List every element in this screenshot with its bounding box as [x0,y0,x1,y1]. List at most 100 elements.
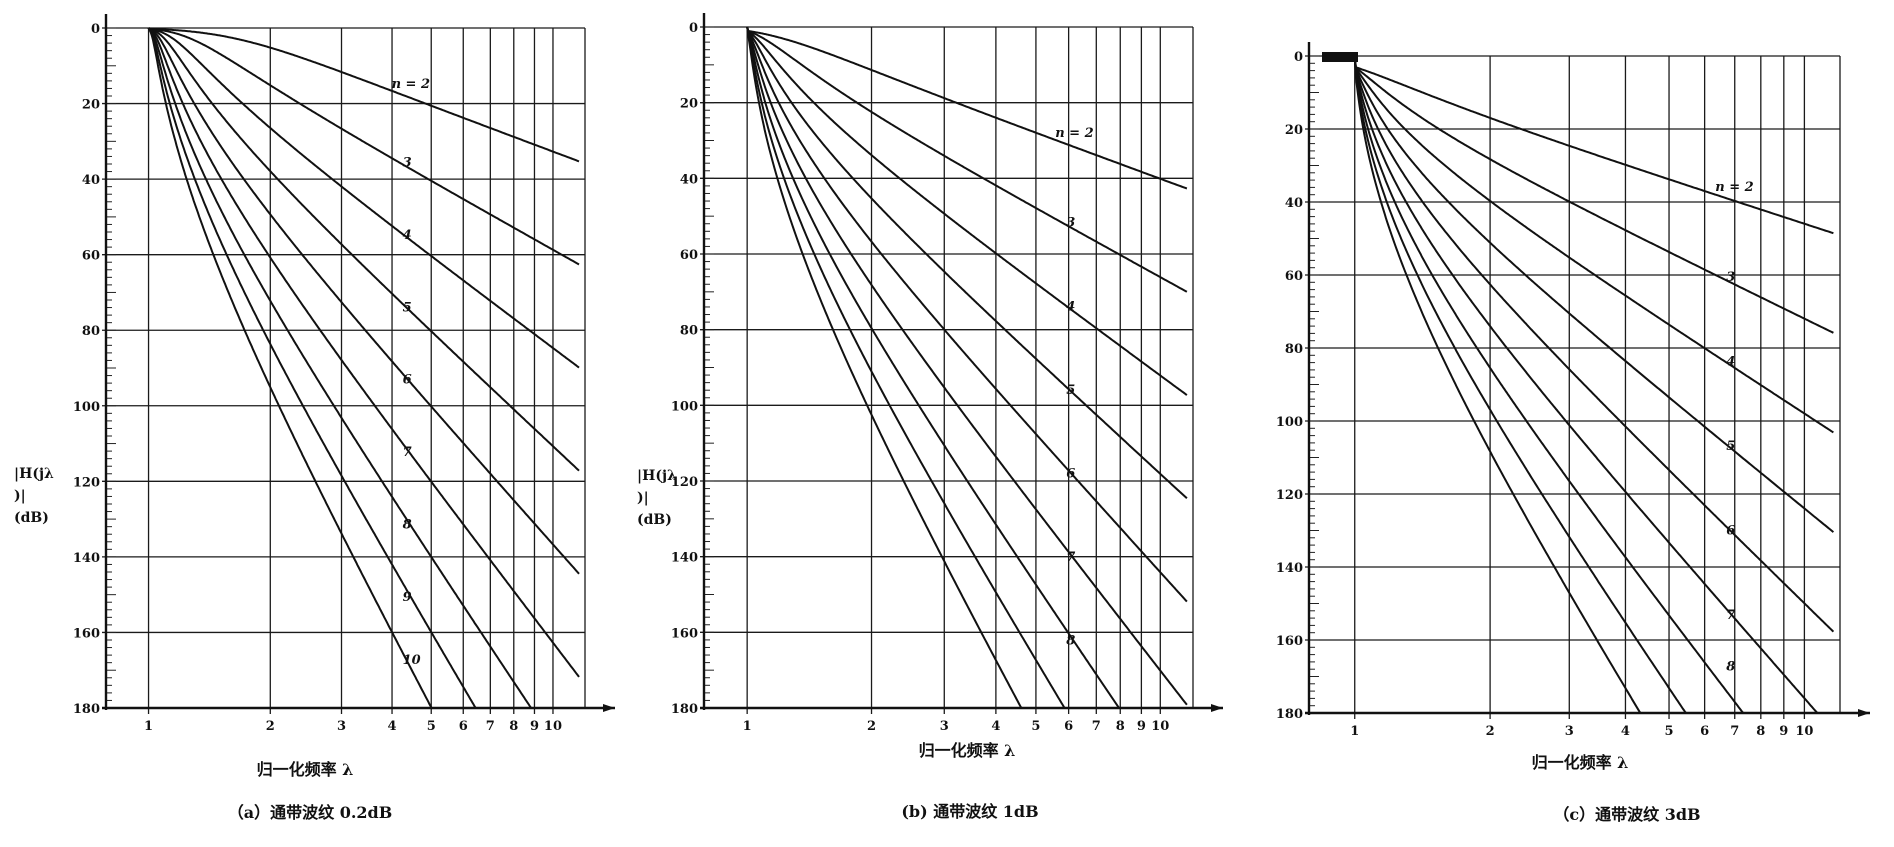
curve-n-3 [746,26,1188,293]
x-tick-label: 4 [991,719,1000,734]
y-tick-label: 120 [1276,488,1303,503]
curve-label-n-2: n = 2 [1055,126,1093,141]
y-axis-label-line: |H(jλ [637,468,677,484]
y-tick-label: 180 [1276,707,1303,722]
x-tick-label: 4 [388,719,397,734]
curve-label-n-10: 10 [403,653,421,668]
y-tick-label: 120 [671,475,698,490]
curve-n-10 [746,26,1023,709]
x-tick-label: 8 [1756,724,1765,739]
y-tick-label: 140 [671,551,698,566]
y-tick-label: 20 [680,97,698,112]
curve-label-n-3: 3 [1066,216,1075,231]
curve-label-n-6: 6 [1066,466,1075,481]
y-tick-label: 20 [1285,123,1303,138]
curve-label-n-6: 6 [1726,523,1735,538]
y-tick-label: 60 [1285,269,1303,284]
y-tick-label: 80 [1285,342,1303,357]
y-tick-label: 180 [671,702,698,717]
curve-n-8 [147,27,533,709]
x-tick-label: 7 [1730,724,1739,739]
x-tick-label: 1 [743,719,752,734]
x-tick-label: 5 [1031,719,1040,734]
x-tick-label: 10 [544,719,562,734]
x-tick-label: 7 [486,719,495,734]
x-axis-arrow [603,704,615,712]
y-minor-ticks [704,26,714,709]
y-minor-ticks [1309,55,1319,714]
x-tick-label: 5 [1665,724,1674,739]
x-axis-label: 归一化频率 λ [257,760,354,779]
y-tick-label: 40 [1285,196,1303,211]
curve-n-2 [1353,55,1834,235]
grid-lines [1305,55,1841,719]
y-tick-label: 20 [82,98,100,113]
curves [1353,55,1835,714]
y-tick-label: 100 [671,399,698,414]
curve-n-9 [746,26,1066,709]
x-tick-label: 1 [1350,724,1359,739]
y-tick-label: 0 [91,22,100,37]
y-tick-label: 180 [73,702,100,717]
x-tick-label: 2 [867,719,876,734]
curve-label-n-4: 4 [403,228,412,243]
x-tick-label: 5 [427,719,436,734]
curve-label-n-4: 4 [1726,355,1735,370]
curve-n-4 [746,26,1188,396]
curve-n-4 [147,27,580,369]
curves [746,26,1188,709]
y-tick-label: 0 [1294,50,1303,65]
curve-label-n-6: 6 [403,373,412,388]
y-minor-ticks [106,27,116,709]
curve-label-n-5: 5 [1726,439,1735,454]
curve-n-5 [1353,55,1835,533]
y-axis-label-line: (dB) [637,512,672,528]
x-tick-label: 9 [530,719,539,734]
curve-label-n-4: 4 [1066,299,1075,314]
y-tick-label: 40 [680,172,698,187]
x-tick-label: 2 [266,719,275,734]
y-axis-label-line: )| [637,490,649,506]
y-tick-label: 80 [82,324,100,339]
y-tick-label: 100 [73,400,100,415]
curve-label-n-3: 3 [1726,270,1735,285]
y-tick-label: 60 [680,248,698,263]
x-tick-label: 2 [1486,724,1495,739]
y-tick-label: 60 [82,249,100,264]
curve-n-8 [1353,55,1745,714]
curve-label-n-5: 5 [1066,383,1075,398]
panel-caption: （a）通带波纹 0.2dB [228,803,393,822]
x-tick-label: 3 [1565,724,1574,739]
x-axis-arrow [1211,704,1223,712]
x-tick-label: 6 [1064,719,1073,734]
curve-label-n-7: 7 [403,445,412,460]
y-tick-label: 0 [689,21,698,36]
y-tick-label: 120 [73,475,100,490]
y-tick-label: 160 [671,626,698,641]
y-axis-label-line: |H(jλ [14,466,54,482]
curve-n-5 [746,26,1188,500]
curve-n-7 [147,27,580,678]
curve-n-2 [746,26,1188,190]
curve-label-n-8: 8 [1726,660,1735,675]
y-tick-label: 140 [1276,561,1303,576]
curve-n-3 [1353,55,1834,334]
curve-label-n-3: 3 [403,155,412,170]
grid-lines [102,27,586,714]
curve-n-3 [147,27,580,266]
x-axis-label: 归一化频率 λ [1532,753,1629,772]
y-tick-label: 160 [1276,634,1303,649]
x-tick-label: 3 [337,719,346,734]
curves [147,27,580,709]
panel-caption: （c）通带波纹 3dB [1553,805,1700,824]
y-axis-label-line: )| [14,488,26,504]
x-tick-label: 6 [1700,724,1709,739]
curve-n-4 [1353,55,1834,434]
curve-n-5 [147,27,580,472]
x-axis-label: 归一化频率 λ [919,741,1016,760]
curve-label-n-9: 9 [403,590,412,605]
y-tick-label: 140 [73,551,100,566]
curve-label-n-8: 8 [1066,634,1075,649]
